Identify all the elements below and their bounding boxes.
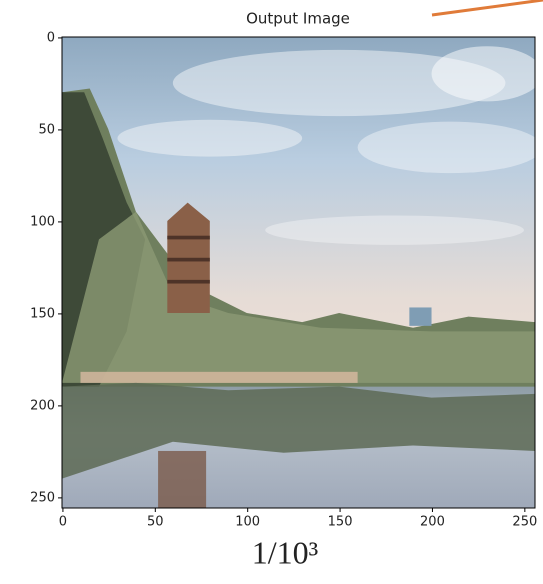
y-tick-label: 50 (38, 122, 55, 137)
x-tick-label: 150 (328, 515, 353, 530)
y-tick-label: 150 (30, 306, 55, 321)
y-tick-label: 250 (30, 490, 55, 505)
x-tick-label: 0 (59, 515, 67, 530)
image (62, 37, 542, 508)
x-tick-label: 250 (512, 515, 537, 530)
caption: 1/10³ (252, 534, 318, 570)
x-tick-label: 100 (235, 515, 260, 530)
x-tick-label: 200 (420, 515, 445, 530)
chart: Output Image 1/10³ 0 50 100 150 200 250 0 50 100… (0, 0, 543, 584)
y-tick-label: 100 (30, 214, 55, 229)
chart-title: Output Image (246, 10, 350, 28)
page: Output Image 1/10³ 0 50 100 150 200 250 0 50 100… (0, 0, 543, 584)
x-tick-label: 50 (147, 515, 164, 530)
y-tick-label: 200 (30, 398, 55, 413)
y-tick-label: 0 (47, 30, 55, 45)
arrow-fragment (432, 0, 543, 15)
